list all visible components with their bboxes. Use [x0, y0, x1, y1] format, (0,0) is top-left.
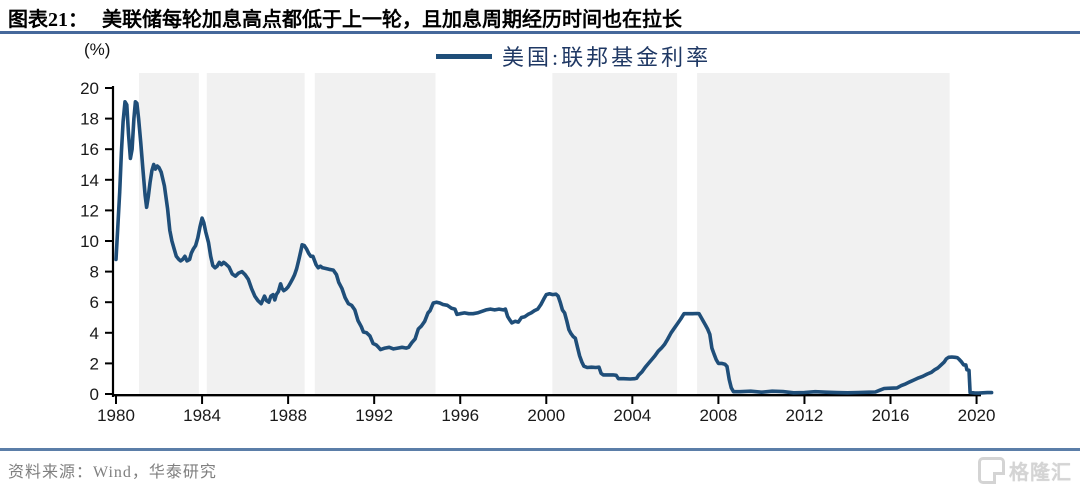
footer-divider: [0, 448, 1080, 451]
svg-text:1988: 1988: [269, 406, 307, 425]
svg-text:2020: 2020: [958, 406, 996, 425]
svg-text:2012: 2012: [786, 406, 824, 425]
figure-title: 美联储每轮加息高点都低于上一轮，且加息周期经历时间也在拉长: [102, 9, 682, 31]
svg-text:2000: 2000: [527, 406, 565, 425]
svg-text:12: 12: [80, 201, 99, 220]
svg-text:2004: 2004: [613, 406, 651, 425]
svg-text:10: 10: [80, 232, 99, 251]
svg-text:14: 14: [80, 171, 99, 190]
source-note: 资料来源：Wind，华泰研究: [8, 464, 217, 481]
watermark-text: 格隆汇: [1009, 462, 1072, 484]
figure-tag: 图表21：: [8, 9, 88, 31]
gelonghui-watermark: 格隆汇: [978, 456, 1072, 485]
svg-text:8: 8: [90, 263, 99, 282]
svg-text:6: 6: [90, 293, 99, 312]
svg-text:1984: 1984: [183, 406, 221, 425]
svg-text:1996: 1996: [441, 406, 479, 425]
svg-text:4: 4: [90, 324, 99, 343]
title-divider: [0, 31, 1080, 34]
shaded-bands: [139, 73, 950, 396]
svg-text:2016: 2016: [872, 406, 910, 425]
y-axis-ticks: 0 2 4 6 8 10 12 14 16 18 20: [80, 79, 113, 404]
chart-legend: 美国:联邦基金利率: [436, 40, 711, 72]
figure-header: 图表21： 美联储每轮加息高点都低于上一轮，且加息周期经历时间也在拉长: [8, 3, 682, 32]
legend-label: 美国:联邦基金利率: [502, 45, 712, 70]
y-axis-unit-label: (%): [84, 40, 111, 59]
svg-text:1992: 1992: [355, 406, 393, 425]
rate-line-series: [114, 100, 994, 395]
svg-text:2008: 2008: [699, 406, 737, 425]
svg-text:2: 2: [90, 354, 99, 373]
svg-text:1980: 1980: [97, 406, 135, 425]
gelonghui-logo-icon: [978, 457, 1005, 484]
svg-text:18: 18: [80, 110, 99, 129]
legend-line-swatch: [436, 53, 492, 59]
svg-text:20: 20: [80, 79, 99, 98]
svg-text:16: 16: [80, 140, 99, 159]
svg-text:0: 0: [90, 385, 99, 404]
x-axis-ticks: 1980 1984 1988 1992 1996 2000 2004 2008 2012 2016…: [97, 396, 995, 425]
